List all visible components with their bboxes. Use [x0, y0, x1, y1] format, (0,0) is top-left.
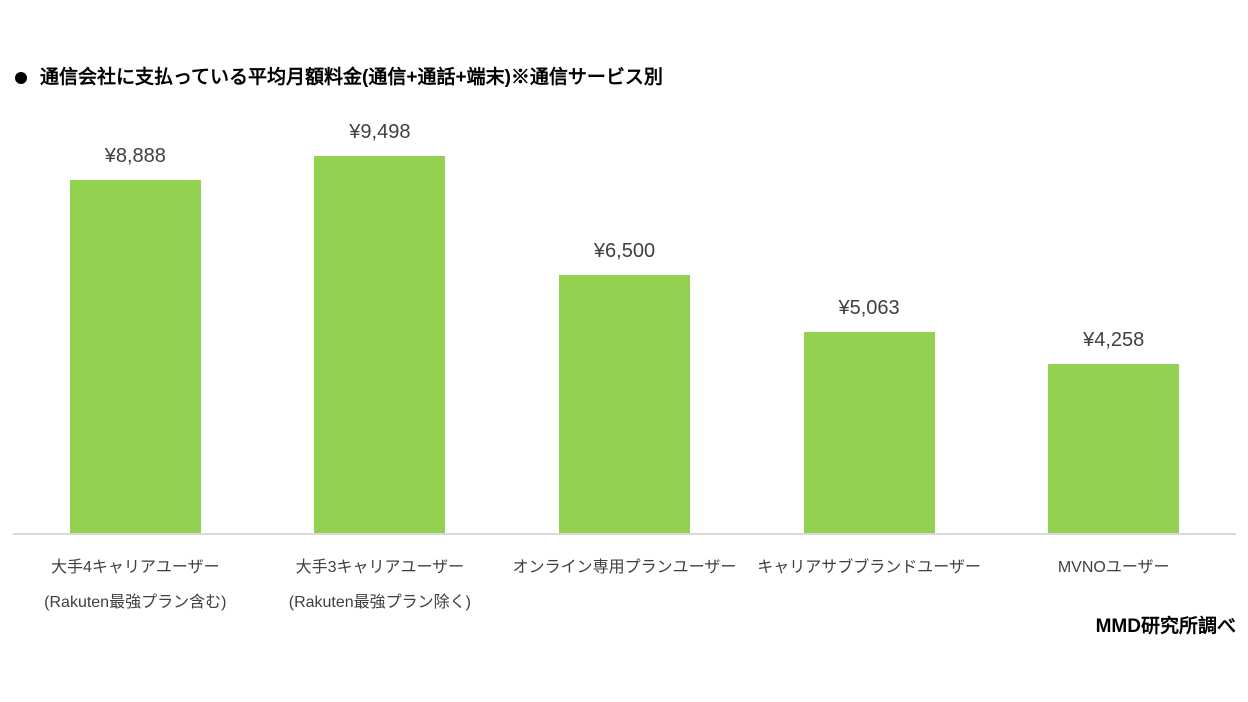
- bar: [314, 156, 446, 533]
- bar: [803, 332, 935, 533]
- chart-title: 通信会社に支払っている平均月額料金(通信+通話+端末)※通信サービス別: [40, 67, 663, 88]
- bar-slot: ¥4,258: [991, 120, 1236, 533]
- bar-slot: ¥5,063: [747, 120, 992, 533]
- bar-slot: ¥6,500: [502, 120, 747, 533]
- plot-area: ¥8,888 ¥9,498 ¥6,500 ¥5,063 ¥4,258: [13, 120, 1236, 533]
- category-label: オンライン専用プランユーザー: [512, 559, 737, 576]
- bar: [69, 180, 201, 533]
- category-label: キャリアサブブランドユーザー: [757, 559, 981, 576]
- category-label: 大手3キャリアユーザー (Rakuten最強プラン除く): [288, 559, 472, 611]
- bar-value-label: ¥5,063: [838, 297, 900, 319]
- bar-value-label: ¥8,888: [104, 145, 166, 167]
- bar: [1048, 364, 1180, 533]
- bar-value-label: ¥4,258: [1083, 329, 1145, 351]
- category-label: 大手4キャリアユーザー (Rakuten最強プラン含む): [44, 559, 227, 611]
- bar-value-label: ¥9,498: [349, 121, 411, 143]
- category-axis: 大手4キャリアユーザー (Rakuten最強プラン含む) 大手3キャリアユーザー (R…: [13, 550, 1236, 620]
- bullet-icon: [15, 72, 27, 84]
- category-label: MVNOユーザー: [1057, 559, 1170, 576]
- chart-title-row: 通信会社に支払っている平均月額料金(通信+通話+端末)※通信サービス別: [15, 66, 663, 90]
- bar-value-label: ¥6,500: [593, 240, 656, 262]
- bar: [558, 275, 690, 533]
- source-credit: MMD研究所調べ: [1095, 616, 1236, 637]
- bar-slot: ¥8,888: [13, 120, 258, 533]
- bar-slot: ¥9,498: [258, 120, 503, 533]
- x-axis-line: [13, 533, 1236, 535]
